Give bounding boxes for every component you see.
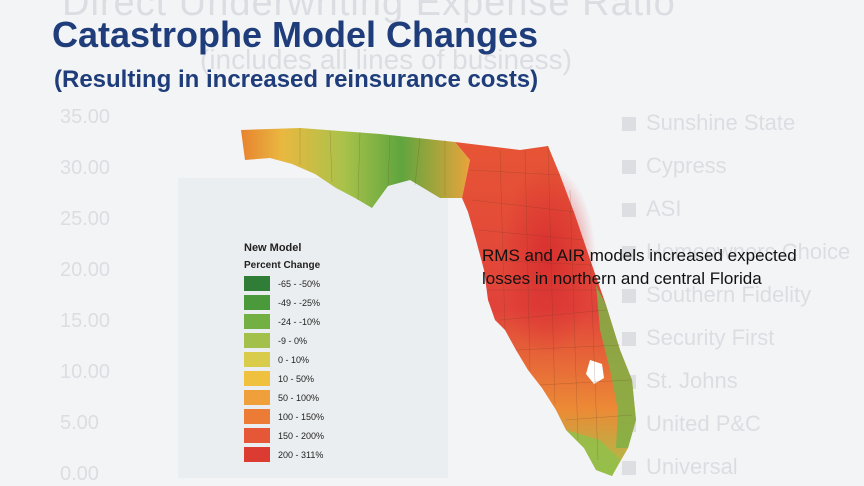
ghost-map-backdrop bbox=[178, 178, 448, 478]
ghost-legend-item: Universal bbox=[622, 454, 738, 480]
panhandle-region bbox=[241, 128, 470, 208]
legend-swatch bbox=[244, 447, 270, 462]
ghost-legend-label: St. Johns bbox=[646, 368, 738, 393]
legend-item: 50 - 100% bbox=[244, 388, 324, 407]
ghost-legend-label: Cypress bbox=[646, 153, 727, 178]
ghost-y-tick: 15.00 bbox=[60, 310, 111, 332]
legend-label: -65 - -50% bbox=[278, 278, 321, 289]
ghost-legend-swatch bbox=[622, 332, 636, 347]
legend-item: 0 - 10% bbox=[244, 350, 324, 369]
ghost-y-tick: 35.00 bbox=[60, 106, 111, 128]
legend-item: -9 - 0% bbox=[244, 331, 324, 350]
ghost-legend-item: Cypress bbox=[622, 153, 727, 179]
legend-title: New Model bbox=[244, 242, 302, 254]
ghost-legend-label: Sunshine State bbox=[646, 110, 796, 135]
legend-label: 150 - 200% bbox=[278, 430, 325, 441]
legend-item: -65 - -50% bbox=[244, 274, 324, 293]
legend-label: 100 - 150% bbox=[278, 411, 325, 422]
legend-swatch bbox=[244, 295, 270, 310]
legend-subtitle: Percent Change bbox=[244, 260, 321, 271]
ghost-legend-label: ASI bbox=[646, 196, 682, 221]
legend-swatch bbox=[244, 314, 270, 329]
ghost-y-tick: 5.00 bbox=[60, 412, 99, 434]
map-legend: New Model Percent Change -65 - -50% -49 -… bbox=[244, 242, 324, 464]
legend-label: 50 - 100% bbox=[278, 392, 320, 403]
legend-rows: -65 - -50% -49 - -25% -24 - -10% -9 - 0% 0 -… bbox=[244, 274, 324, 464]
ghost-legend-item: ASI bbox=[622, 196, 681, 222]
ghost-legend-label: Universal bbox=[646, 454, 738, 479]
legend-label: 200 - 311% bbox=[278, 449, 324, 460]
slide-subtitle: (Resulting in increased reinsurance cost… bbox=[54, 66, 539, 93]
legend-item: 150 - 200% bbox=[244, 426, 324, 445]
ghost-legend-swatch bbox=[622, 160, 636, 175]
ghost-subtitle: (includes all lines of business) bbox=[200, 44, 572, 75]
ghost-legend-swatch bbox=[622, 117, 636, 132]
ghost-legend-swatch bbox=[622, 461, 636, 476]
map-annotation: RMS and AIR models increased expected lo… bbox=[482, 246, 797, 288]
ghost-legend-item: Homeowners Choice bbox=[622, 239, 850, 265]
ghost-title: Direct Underwriting Expense Ratio bbox=[62, 0, 676, 24]
ghost-legend-item: Southern Fidelity bbox=[622, 282, 811, 308]
legend-label: 0 - 10% bbox=[278, 354, 310, 365]
ghost-y-tick: 0.00 bbox=[60, 463, 99, 485]
ghost-y-tick: 30.00 bbox=[60, 157, 111, 179]
east-coast-band bbox=[596, 285, 636, 448]
ghost-legend-label: Security First bbox=[646, 325, 775, 350]
ghost-legend-item: Security First bbox=[622, 325, 774, 351]
ghost-legend-label: Southern Fidelity bbox=[646, 282, 812, 307]
ghost-y-tick: 10.00 bbox=[60, 361, 111, 383]
legend-swatch bbox=[244, 352, 270, 367]
legend-swatch bbox=[244, 390, 270, 405]
legend-label: -24 - -10% bbox=[278, 316, 321, 327]
legend-item: 200 - 311% bbox=[244, 445, 324, 464]
legend-item: 10 - 50% bbox=[244, 369, 324, 388]
legend-label: -9 - 0% bbox=[278, 335, 308, 346]
core-hotspot bbox=[500, 165, 596, 355]
ghost-legend-swatch bbox=[622, 246, 636, 261]
ghost-legend-label: United P&C bbox=[646, 411, 761, 436]
legend-label: 10 - 50% bbox=[278, 373, 315, 384]
legend-label: -49 - -25% bbox=[278, 297, 321, 308]
legend-swatch bbox=[244, 371, 270, 386]
ghost-legend-item: Sunshine State bbox=[622, 110, 795, 136]
legend-item: -49 - -25% bbox=[244, 293, 324, 312]
legend-swatch bbox=[244, 276, 270, 291]
slide-title: Catastrophe Model Changes bbox=[52, 14, 539, 55]
legend-swatch bbox=[244, 428, 270, 443]
ghost-y-tick: 25.00 bbox=[60, 208, 111, 230]
ghost-legend-swatch bbox=[622, 203, 636, 218]
ghost-y-tick: 20.00 bbox=[60, 259, 111, 281]
legend-swatch bbox=[244, 409, 270, 424]
legend-swatch bbox=[244, 333, 270, 348]
lake-okeechobee bbox=[586, 360, 604, 384]
ghost-legend-swatch bbox=[622, 289, 636, 304]
legend-item: 100 - 150% bbox=[244, 407, 324, 426]
south-tip-band bbox=[566, 430, 620, 476]
legend-item: -24 - -10% bbox=[244, 312, 324, 331]
ghost-legend-label: Homeowners Choice bbox=[646, 239, 851, 264]
